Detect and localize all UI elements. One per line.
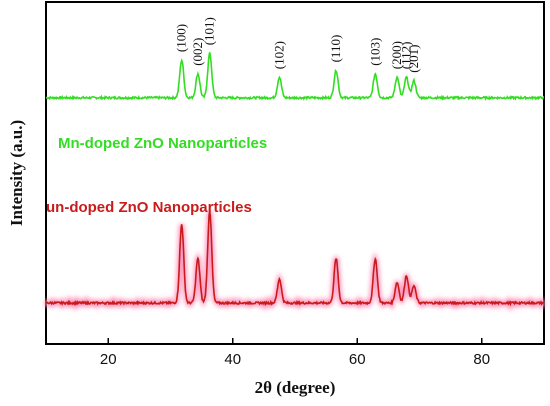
series-line-undoped bbox=[45, 211, 545, 307]
series-line-doped bbox=[45, 52, 545, 102]
undoped-glow-line bbox=[43, 210, 546, 313]
x-tick-label: 80 bbox=[473, 351, 490, 368]
peak-label: (110) bbox=[328, 35, 343, 63]
x-tick-label: 40 bbox=[224, 351, 241, 368]
series-label-doped: Mn-doped ZnO Nanoparticles bbox=[58, 135, 267, 152]
peak-label: (200) bbox=[389, 41, 404, 69]
y-axis-title: Intensity (a.u.) bbox=[7, 120, 26, 226]
peak-label: (100) bbox=[174, 24, 189, 52]
series-label-undoped: un-doped ZnO Nanoparticles bbox=[46, 199, 252, 216]
peak-label: (112) bbox=[398, 42, 413, 70]
peak-label: (201) bbox=[406, 45, 421, 73]
plot-frame bbox=[45, 1, 545, 345]
peak-label: (002) bbox=[190, 38, 205, 66]
x-axis-title: 2θ (degree) bbox=[255, 378, 336, 397]
undoped-glow bbox=[43, 210, 546, 313]
peak-label: (103) bbox=[367, 38, 382, 66]
peak-label: (101) bbox=[202, 17, 217, 45]
peak-label: (102) bbox=[271, 41, 286, 69]
series-lines bbox=[45, 52, 545, 307]
x-tick-label: 60 bbox=[349, 351, 366, 368]
x-tick-label: 20 bbox=[100, 351, 117, 368]
peak-labels: (100) (002)(101) (102) (110) (103) (200)(112)… bbox=[174, 17, 421, 73]
x-axis-ticks: 20 40 60 80 bbox=[100, 338, 490, 368]
